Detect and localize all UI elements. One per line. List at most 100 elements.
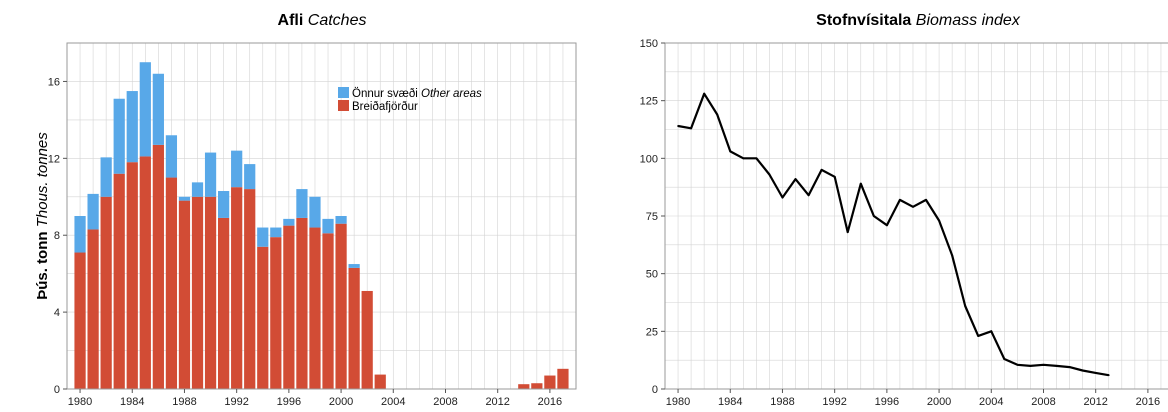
catches-bars	[74, 62, 569, 389]
biomass-point-1981	[690, 127, 693, 130]
bar-other-areas-1981	[87, 193, 99, 230]
catches-y-tick-label: 4	[54, 307, 60, 319]
bar-breidafjordur-1990	[204, 196, 217, 389]
biomass-point-1993	[846, 231, 849, 234]
biomass-point-2011	[1081, 369, 1084, 372]
bar-breidafjordur-1989	[191, 196, 204, 389]
bar-breidafjordur-1981	[87, 229, 99, 389]
bar-breidafjordur-1984	[126, 162, 138, 389]
bar-breidafjordur-1999	[322, 233, 334, 389]
catches-x-tick-label: 2016	[538, 396, 562, 408]
biomass-point-2006	[1016, 363, 1019, 366]
catches-y-tick-label: 0	[54, 384, 60, 396]
biomass-y-tick-label: 0	[652, 384, 658, 396]
biomass-points	[677, 92, 1110, 377]
biomass-point-2003	[977, 335, 980, 337]
biomass-point-1995	[872, 215, 875, 217]
biomass-x-tick-label: 2000	[927, 396, 951, 408]
bar-breidafjordur-1985	[139, 156, 151, 389]
bar-other-areas-1998	[309, 196, 321, 228]
catches-y-axis-label: Þús. tonn Thous. tonnes	[34, 132, 51, 300]
bar-other-areas-1993	[244, 164, 256, 190]
catches-y-tick-label: 16	[48, 76, 60, 88]
biomass-y-tick-label: 75	[646, 211, 658, 223]
bar-breidafjordur-1997	[296, 217, 308, 389]
biomass-x-tick-label: 2004	[979, 396, 1003, 408]
biomass-x-tick-label: 1980	[666, 396, 690, 408]
biomass-point-1984	[729, 150, 732, 153]
biomass-chart-title: Stofnvísitala Biomass index	[816, 12, 1021, 29]
biomass-y-tick-label: 150	[640, 38, 658, 50]
bar-other-areas-1987	[165, 135, 178, 178]
bar-other-areas-1984	[126, 91, 138, 163]
biomass-point-1983	[716, 113, 719, 116]
biomass-point-1980	[677, 125, 679, 127]
biomass-point-1996	[885, 224, 888, 227]
bar-breidafjordur-1998	[309, 227, 321, 389]
catches-y-tick-label: 8	[54, 230, 60, 242]
biomass-point-2002	[964, 305, 967, 307]
bar-breidafjordur-1991	[218, 217, 230, 389]
biomass-grid	[665, 43, 1168, 389]
bar-breidafjordur-1995	[270, 237, 282, 389]
bar-breidafjordur-2014	[518, 384, 530, 389]
biomass-x-tick-label: 1988	[770, 396, 794, 408]
bar-breidafjordur-1986	[152, 144, 164, 389]
biomass-point-2001	[951, 254, 954, 257]
biomass-point-2013	[1107, 374, 1110, 377]
bar-breidafjordur-2001	[348, 267, 360, 389]
catches-plot-frame	[66, 42, 577, 390]
biomass-x-tick-label: 2016	[1136, 396, 1160, 408]
bar-other-areas-2001	[348, 264, 360, 268]
biomass-point-2004	[990, 330, 993, 333]
bar-breidafjordur-2002	[361, 290, 373, 389]
biomass-y-tick-label: 125	[640, 96, 658, 108]
catches-chart-title: Afli Catches	[278, 12, 367, 29]
biomass-chart: Stofnvísitala Biomass index 0 25 50 75 100 12…	[640, 12, 1168, 408]
bar-breidafjordur-2017	[557, 368, 569, 389]
biomass-index-line	[677, 92, 1109, 377]
legend-swatch-breidafjordur	[338, 100, 349, 111]
biomass-point-1999	[925, 198, 927, 201]
bar-breidafjordur-1987	[165, 177, 178, 389]
biomass-point-1986	[755, 157, 758, 160]
legend-label-breidafjordur: Breiðafjörður	[352, 101, 418, 113]
catches-x-tick-label: 1984	[120, 396, 144, 408]
catches-y-ticks: 0 4 8 12 16	[48, 76, 67, 396]
bar-breidafjordur-1983	[113, 173, 125, 389]
bar-other-areas-2000	[335, 216, 347, 224]
bar-breidafjordur-2015	[531, 383, 543, 389]
bar-other-areas-1999	[322, 218, 334, 234]
bar-other-areas-1990	[204, 152, 217, 197]
bar-breidafjordur-2000	[335, 223, 347, 389]
catches-x-tick-label: 2012	[485, 396, 509, 408]
legend-swatch-other-areas	[338, 87, 349, 98]
biomass-x-ticks: 1980 1984 1988 1992 1996 2000 2004 2008 2012 2016	[666, 389, 1160, 408]
biomass-point-2008	[1042, 363, 1045, 366]
bar-breidafjordur-1993	[244, 189, 256, 389]
bar-other-areas-1992	[231, 150, 243, 188]
catches-x-tick-label: 2000	[329, 396, 353, 408]
bar-other-areas-1985	[139, 62, 151, 157]
catches-chart: Afli Catches 0 4 8 12 16 1980 1984 1988 1992 199…	[34, 12, 577, 408]
catches-x-tick-label: 1988	[172, 396, 196, 408]
biomass-point-1992	[833, 175, 836, 178]
biomass-point-2007	[1029, 365, 1032, 367]
biomass-point-1991	[820, 168, 823, 171]
bar-other-areas-1991	[218, 191, 230, 218]
biomass-y-tick-label: 100	[640, 153, 658, 165]
biomass-point-1990	[807, 194, 810, 197]
bar-other-areas-1988	[178, 196, 191, 201]
biomass-point-2005	[1003, 358, 1006, 360]
bar-other-areas-1989	[191, 182, 204, 197]
biomass-point-1997	[899, 198, 901, 201]
biomass-x-tick-label: 2008	[1031, 396, 1055, 408]
biomass-point-2012	[1094, 371, 1097, 374]
bar-breidafjordur-1988	[178, 200, 191, 389]
bar-breidafjordur-2016	[544, 375, 556, 389]
catches-x-tick-label: 1980	[68, 396, 92, 408]
bar-breidafjordur-1996	[283, 225, 295, 389]
catches-x-tick-label: 2004	[381, 396, 405, 408]
biomass-x-tick-label: 1996	[875, 396, 899, 408]
